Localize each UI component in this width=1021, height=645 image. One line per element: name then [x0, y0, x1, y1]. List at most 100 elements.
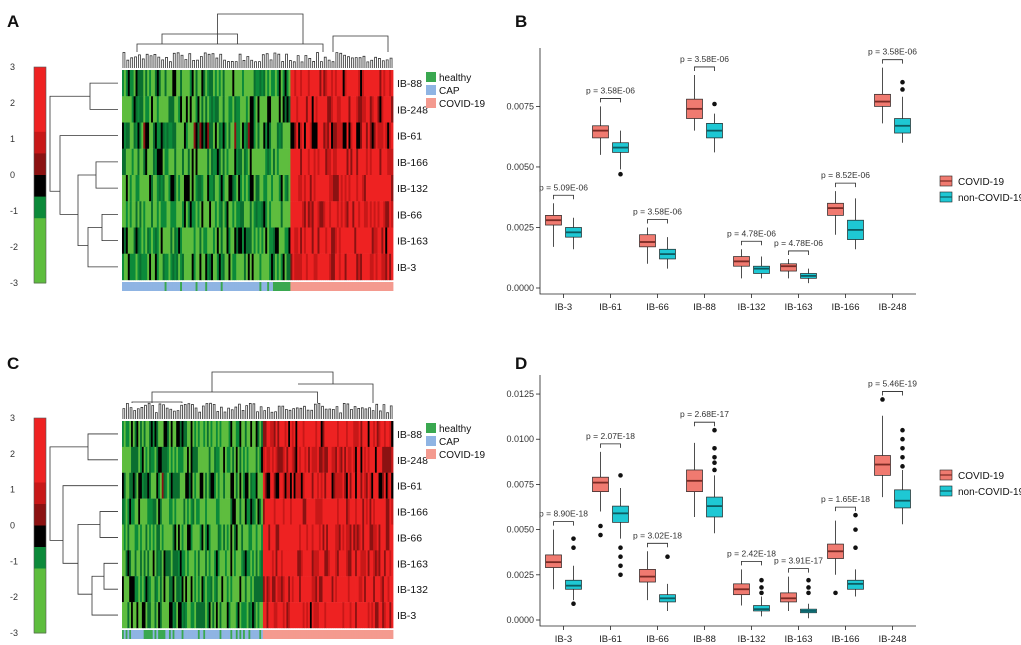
column-dendrogram-leaf [176, 410, 180, 419]
heatmap-cell [158, 498, 161, 525]
heatmap-cell [266, 602, 269, 629]
heatmap-cell [188, 498, 192, 525]
heatmap-cell [270, 550, 273, 577]
column-dendrogram-leaf [165, 57, 168, 68]
heatmap-cell [262, 446, 266, 473]
heatmap-cell [282, 122, 285, 149]
box-non-covid-19 [565, 579, 582, 590]
heatmap-cell [149, 148, 152, 176]
heatmap-cell [385, 227, 388, 254]
heatmap-cell [305, 122, 309, 149]
heatmap-cell [300, 201, 303, 228]
annotation-cell [282, 630, 285, 639]
heatmap-cell [334, 253, 338, 281]
box-outlier [806, 590, 811, 596]
heatmap-cell [302, 524, 305, 551]
heatmap-cell [296, 175, 299, 202]
heatmap-cell [201, 201, 204, 228]
heatmap-cell [360, 175, 363, 202]
heatmap-cell [176, 472, 179, 499]
column-dendrogram-leaf [138, 54, 141, 68]
heatmap-cell [248, 498, 251, 525]
heatmap-cell [373, 253, 376, 281]
heatmap-cell [355, 576, 358, 603]
heatmap-cell [264, 421, 267, 448]
heatmap-cell [127, 227, 131, 254]
heatmap-cell [360, 446, 363, 473]
heatmap-cell [137, 148, 140, 176]
heatmap-cell [273, 446, 276, 473]
heatmap-cell [331, 550, 334, 577]
heatmap-cell [257, 227, 260, 254]
heatmap-cell [211, 227, 214, 254]
heatmap-cell [226, 498, 229, 525]
heatmap-cell [331, 472, 334, 499]
heatmap-cell [358, 70, 361, 97]
heatmap-cell [375, 175, 378, 202]
heatmap-cell [262, 576, 266, 603]
annotation-cell [222, 282, 225, 291]
heatmap-cell [208, 602, 211, 629]
heatmap-cell [208, 524, 211, 551]
heatmap-cell [185, 70, 189, 97]
heatmap-cell [288, 550, 291, 577]
heatmap-cell [176, 201, 179, 228]
heatmap-cell [271, 576, 275, 603]
heatmap-cell [178, 122, 181, 149]
heatmap-cell [151, 227, 154, 254]
box-outlier [618, 572, 623, 578]
heatmap-cell [315, 524, 318, 551]
heatmap-cell [145, 550, 148, 577]
heatmap-cell [226, 148, 229, 176]
colorscale-band [34, 88, 46, 111]
column-dendrogram-leaf [389, 405, 393, 419]
heatmap-cell [294, 175, 297, 202]
heatmap-cell [276, 175, 280, 202]
annotation-cell [335, 630, 338, 639]
heatmap-cell [385, 576, 388, 603]
heatmap-cell [267, 148, 270, 176]
box-outlier [853, 527, 858, 532]
annotation-cell [191, 282, 195, 291]
column-dendrogram-leaf [324, 408, 328, 419]
heatmap-cell [290, 421, 293, 448]
heatmap-cell [324, 421, 327, 448]
heatmap-cell [264, 472, 267, 499]
heatmap-cell [311, 421, 314, 448]
heatmap-cell [303, 253, 307, 281]
heatmap-cell [143, 550, 146, 577]
annotation-cell [145, 630, 148, 639]
heatmap-cell [263, 70, 266, 97]
heatmap-cell [373, 550, 376, 577]
annotation-cell [223, 630, 226, 639]
heatmap-cell [284, 550, 287, 577]
heatmap-cell [257, 576, 260, 603]
heatmap-cell [162, 201, 165, 228]
heatmap-cell [236, 201, 239, 228]
heatmap-cell [280, 227, 284, 254]
heatmap-cell [268, 602, 271, 629]
heatmap-cell [262, 602, 266, 629]
column-dendrogram-leaf [155, 412, 158, 419]
heatmap-cell [332, 70, 336, 97]
annotation-cell [331, 630, 334, 639]
heatmap-cell [279, 602, 282, 629]
heatmap-cell [344, 446, 347, 473]
heatmap-cell [288, 253, 291, 281]
heatmap-cell [245, 148, 249, 176]
heatmap-cell [298, 96, 301, 123]
annotation-cell [150, 630, 154, 639]
heatmap-cell [232, 253, 235, 281]
column-dendrogram-leaf [129, 407, 133, 419]
heatmap-cell [346, 421, 349, 448]
heatmap-cell [226, 96, 229, 123]
heatmap-cell [253, 446, 257, 473]
heatmap-cell [133, 201, 136, 228]
heatmap-cell [320, 524, 323, 551]
heatmap-cell [156, 498, 159, 525]
annotation-cell [277, 630, 280, 639]
heatmap-cell [242, 201, 245, 228]
heatmap-cell [350, 96, 353, 123]
heatmap-cell [257, 96, 260, 123]
heatmap-cell [367, 148, 371, 176]
